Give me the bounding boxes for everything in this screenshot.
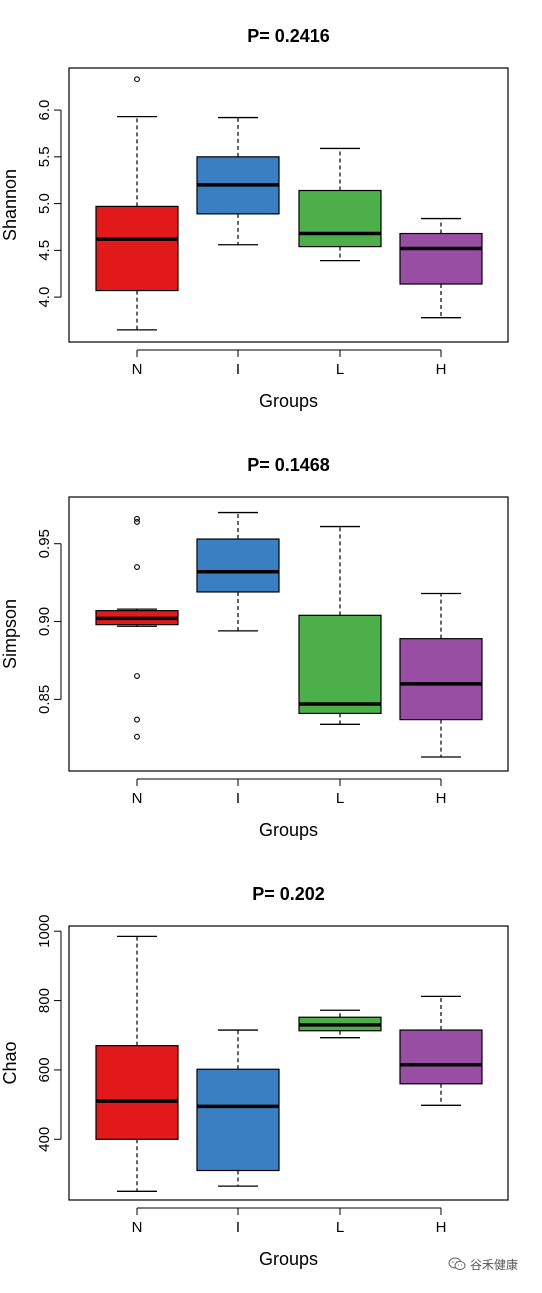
wechat-icon [448,1257,466,1270]
box-L [298,1009,382,1039]
box-iqr [399,232,483,285]
watermark-text: 谷禾健康 [470,1257,519,1272]
box-N [95,935,179,1192]
x-tick-label: N [132,1219,143,1236]
y-axis-label: Simpson [0,599,20,669]
outlier-point [134,515,140,522]
box-iqr [399,638,483,721]
chart-title: P= 0.202 [252,884,325,904]
box-N [95,515,179,740]
plot-border [68,496,509,772]
x-tick-label: H [436,1219,447,1236]
box-I [196,116,280,246]
box-I [196,1029,280,1187]
y-tick-label: 5.0 [36,193,53,214]
x-tick-label: H [436,790,447,807]
y-tick-label: 600 [36,1057,53,1082]
chart-panel-simpson: P= 0.1468 0.85 0.90 0.95 Simpson N I L H Groups [0,455,509,840]
y-tick-label: 6.0 [36,100,53,121]
x-tick-label: N [132,361,143,378]
box-iqr [95,205,179,292]
x-tick-label: I [236,361,240,378]
y-tick-label: 0.85 [36,685,53,714]
y-tick-label: 0.95 [36,529,53,558]
plot-border [68,925,509,1201]
box-H [399,592,483,758]
watermark: 谷禾健康 [448,1252,538,1276]
chart-title: P= 0.2416 [247,26,330,46]
chart-title: P= 0.1468 [247,455,330,475]
box-iqr [95,1045,179,1140]
y-tick-label: 5.5 [36,146,53,167]
outlier-point [134,716,140,723]
x-tick-label: I [236,1219,240,1236]
outlier-point [134,564,140,571]
y-axis-label: Chao [0,1041,20,1084]
y-tick-label: 0.90 [36,607,53,636]
x-tick-label: I [236,790,240,807]
box-iqr [196,1068,280,1172]
box-iqr [399,1029,483,1085]
chart-panel-shannon: P= 0.2416 4.0 4.5 5.0 5.5 6.0 Shannon N I L H Group… [0,26,509,411]
x-tick-label: L [336,790,344,807]
outlier-point [134,733,140,740]
y-tick-label: 800 [36,988,53,1013]
box-L [298,525,382,725]
outlier-point [134,518,140,525]
x-tick-label: L [336,1219,344,1236]
box-iqr [196,538,280,593]
box-H [399,995,483,1106]
y-axis-label: Shannon [0,169,20,241]
outlier-point [134,76,140,83]
plot-border [68,67,509,343]
box-iqr [298,189,382,248]
y-tick-label: 1000 [36,915,53,948]
y-tick-label: 4.5 [36,240,53,261]
box-iqr [298,614,382,714]
x-tick-label: N [132,790,143,807]
box-N [95,76,179,331]
y-tick-label: 4.0 [36,287,53,308]
x-axis-label: Groups [259,820,318,840]
x-tick-label: H [436,361,447,378]
y-tick-label: 400 [36,1127,53,1152]
chart-panel-chao: P= 0.202 400 600 800 1000 Chao N I L H Groups [0,884,509,1269]
box-H [399,217,483,319]
box-I [196,511,280,632]
outlier-point [134,673,140,679]
box-L [298,147,382,262]
x-axis-label: Groups [259,391,318,411]
x-axis-label: Groups [259,1249,318,1269]
x-tick-label: L [336,361,344,378]
